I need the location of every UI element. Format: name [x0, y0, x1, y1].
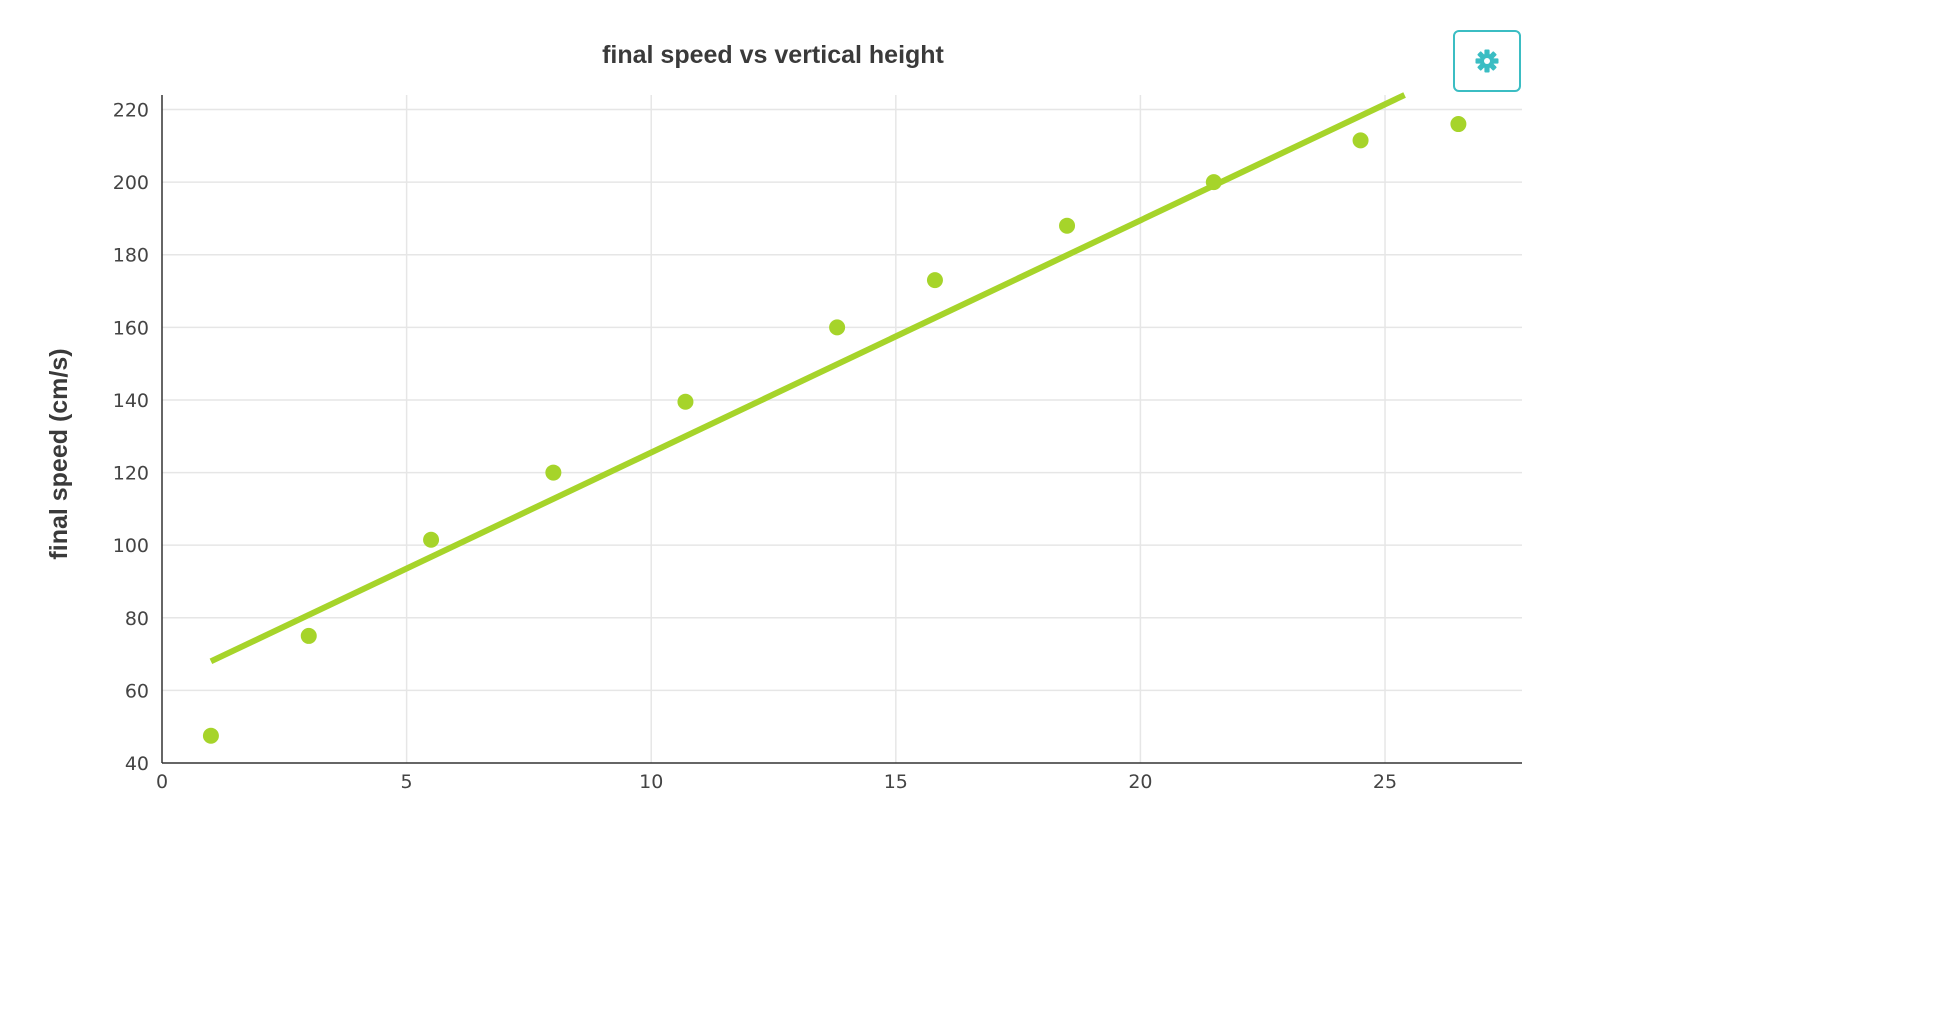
tick-labels: 40 60 80 100 120 140 160 180 200 220 0 5 10 15 20 25	[113, 100, 1397, 793]
data-point[interactable]	[300, 627, 317, 644]
axes	[161, 95, 1522, 764]
x-tick-label: 0	[156, 771, 168, 793]
y-tick-label: 100	[113, 535, 149, 557]
y-tick-label: 180	[113, 245, 149, 267]
y-tick-label: 160	[113, 317, 149, 339]
y-tick-label: 80	[125, 608, 149, 630]
y-tick-label: 120	[113, 463, 149, 485]
x-tick-label: 20	[1128, 771, 1152, 793]
y-tick-label: 200	[113, 172, 149, 194]
x-tick-label: 5	[401, 771, 413, 793]
x-tick-label: 15	[884, 771, 908, 793]
gear-icon	[1475, 49, 1499, 73]
data-point[interactable]	[677, 393, 694, 410]
data-point[interactable]	[926, 272, 943, 289]
data-point[interactable]	[423, 531, 440, 548]
trend-line	[209, 92, 1406, 665]
y-tick-label: 140	[113, 390, 149, 412]
x-tick-label: 10	[639, 771, 663, 793]
chart-title: final speed vs vertical height	[602, 41, 944, 69]
data-point[interactable]	[829, 319, 846, 336]
y-tick-label: 220	[113, 100, 149, 122]
y-tick-label: 60	[125, 680, 149, 702]
data-point[interactable]	[202, 727, 219, 744]
data-point[interactable]	[1352, 132, 1369, 149]
data-point[interactable]	[1450, 116, 1467, 133]
x-tick-label: 25	[1373, 771, 1397, 793]
data-point[interactable]	[1205, 174, 1222, 191]
plot-area	[202, 92, 1467, 744]
data-point[interactable]	[545, 464, 562, 481]
data-point[interactable]	[1059, 217, 1076, 234]
y-tick-label: 40	[125, 753, 149, 775]
y-axis-label: final speed (cm/s)	[45, 348, 73, 559]
settings-button[interactable]	[1453, 30, 1521, 92]
grid	[162, 95, 1522, 763]
